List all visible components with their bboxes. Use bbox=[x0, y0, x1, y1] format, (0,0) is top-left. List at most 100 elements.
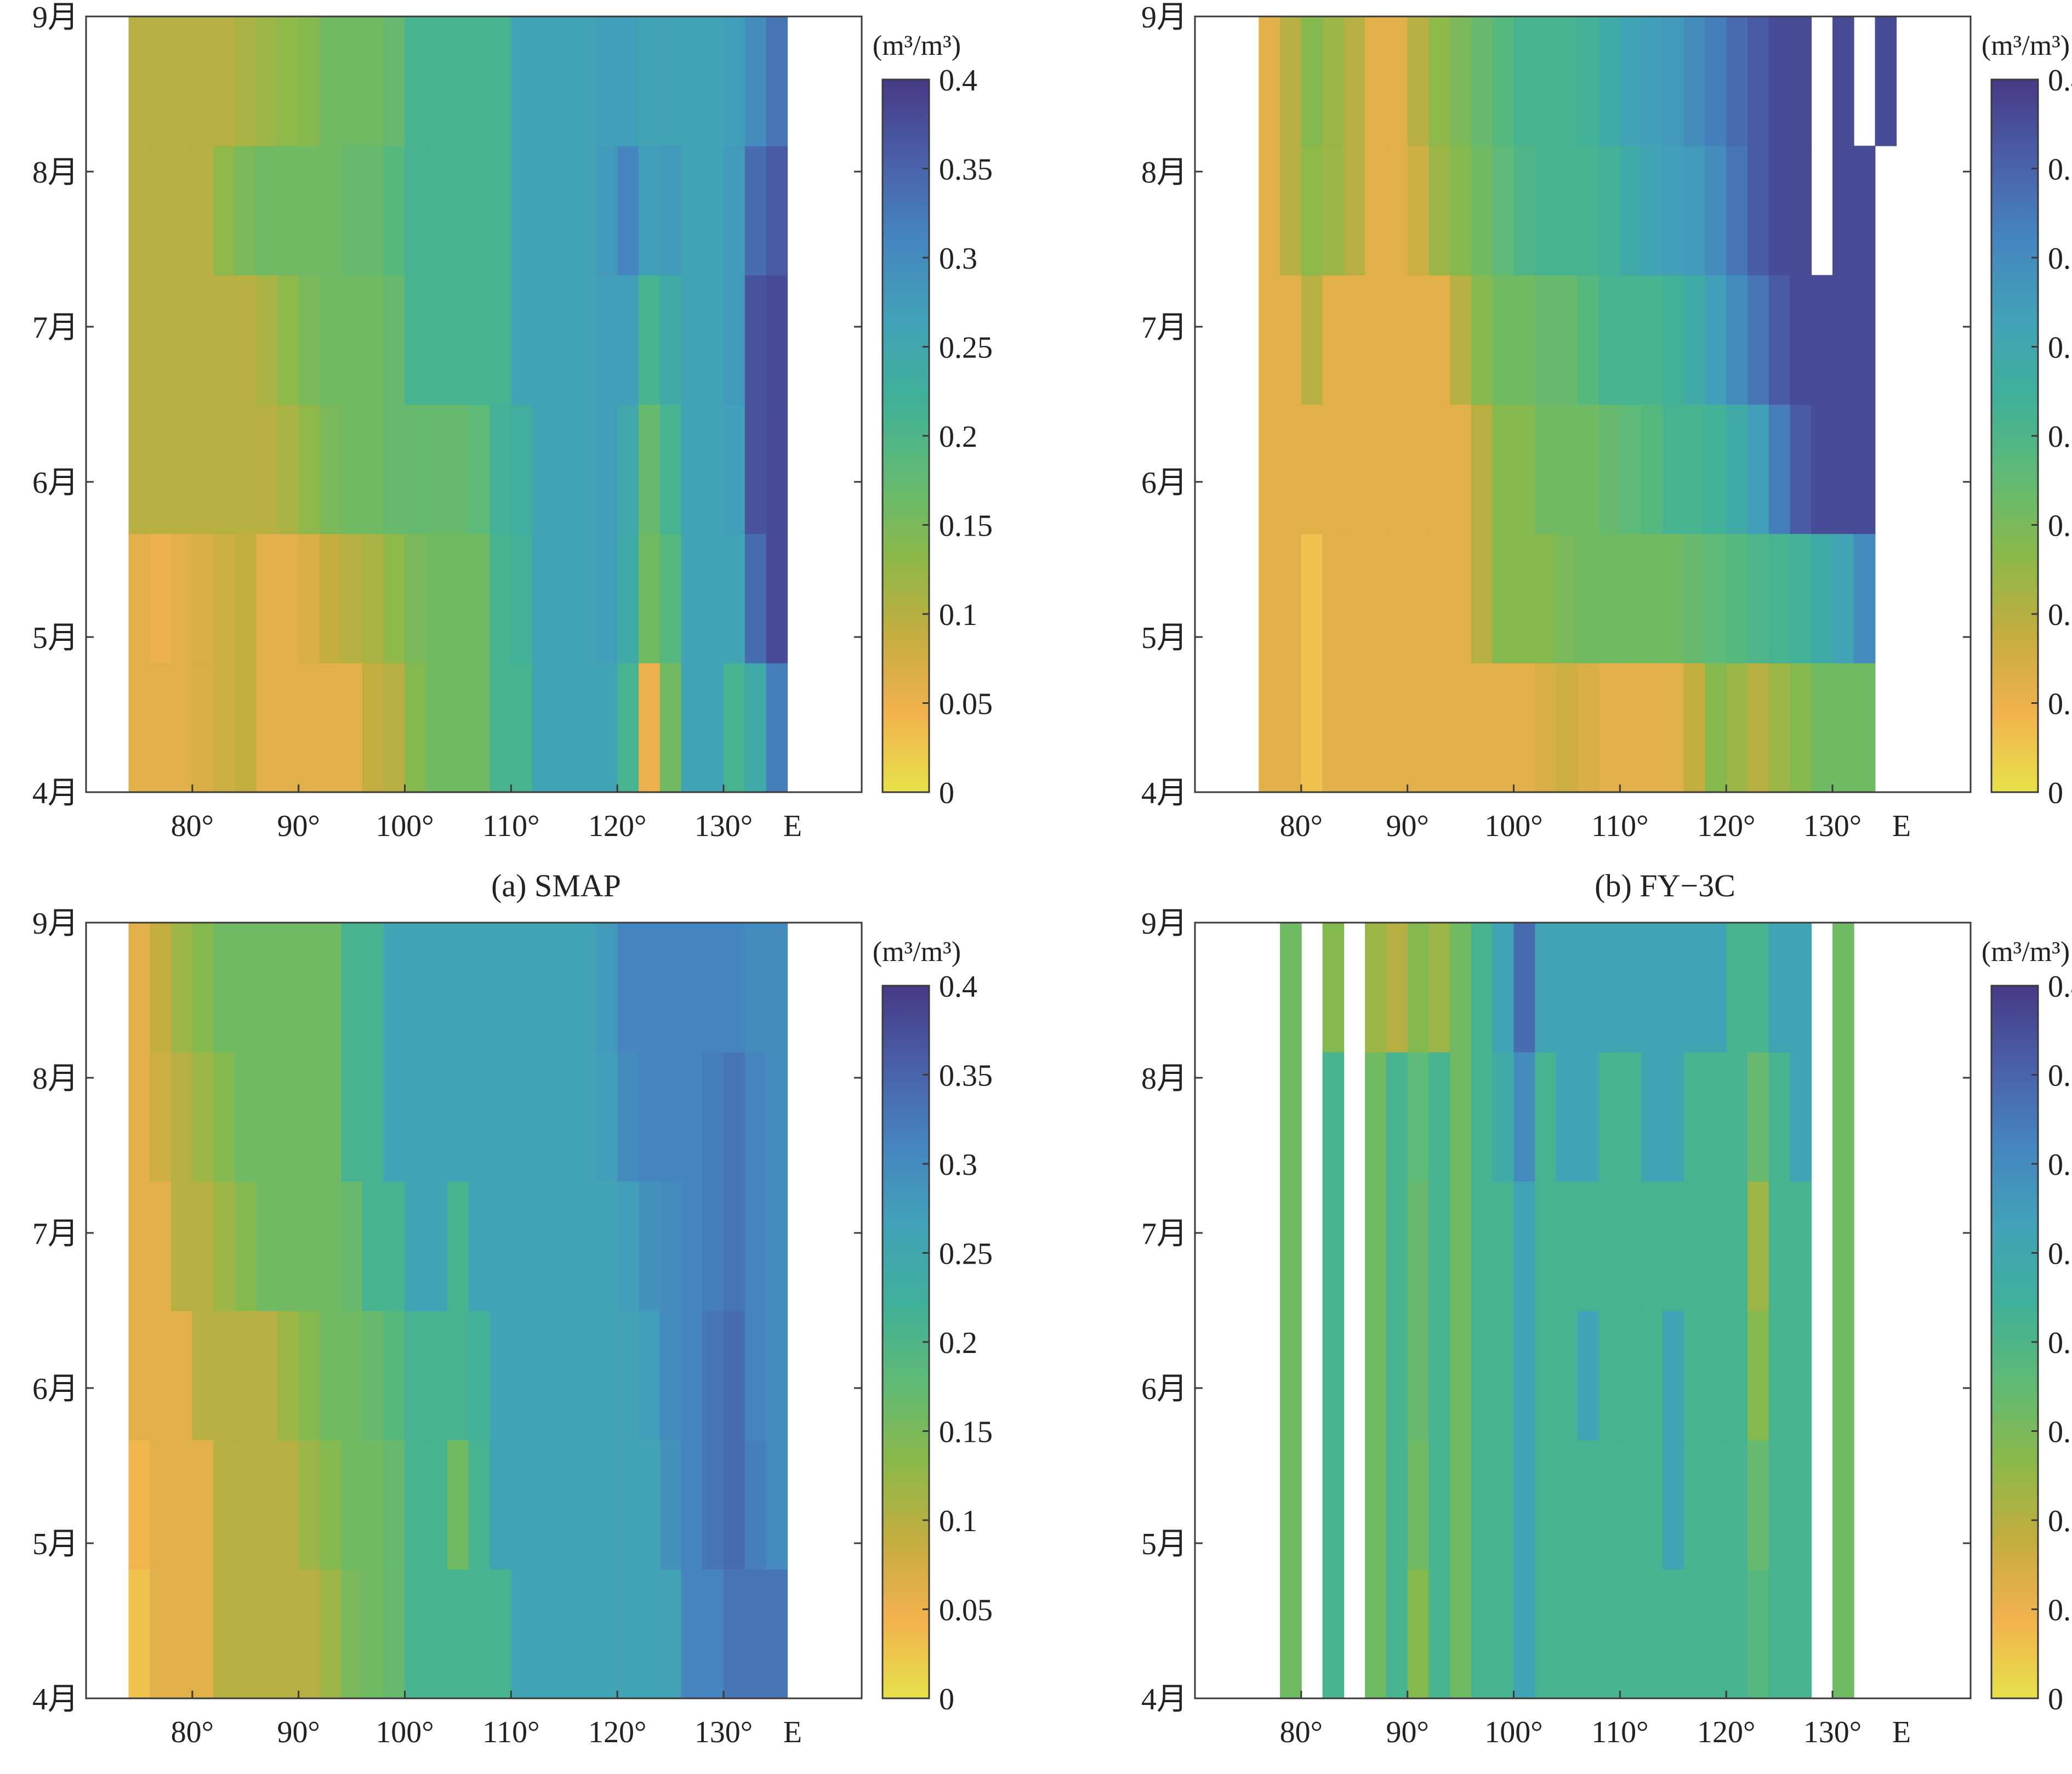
heatmap-cell bbox=[1301, 533, 1323, 663]
heatmap-cell bbox=[1407, 1569, 1430, 1699]
heatmap-cell bbox=[1365, 533, 1387, 663]
y-tick-label: 8月 bbox=[1141, 156, 1187, 190]
heatmap-cell bbox=[150, 923, 172, 1053]
colorbar-tick-label: 0.35 bbox=[2048, 153, 2072, 187]
heatmap-cell bbox=[341, 1310, 363, 1441]
heatmap-cell bbox=[553, 923, 576, 1053]
colorbar: 0 0.05 0.1 0.15 0.2 0.25 0.3 0.35 0.4(m³/m³) bbox=[873, 30, 993, 810]
heatmap-cell bbox=[213, 1310, 236, 1441]
heatmap-cell bbox=[638, 1181, 661, 1311]
heatmap-cell bbox=[574, 1569, 597, 1699]
x-tick-label: 100° bbox=[375, 1715, 434, 1749]
heatmap-cell bbox=[150, 404, 172, 535]
heatmap-cell bbox=[341, 1181, 363, 1311]
heatmap-cell bbox=[1620, 145, 1642, 276]
heatmap-cell bbox=[1450, 1181, 1472, 1311]
heatmap-cell bbox=[617, 1440, 639, 1570]
heatmap-cell bbox=[744, 16, 767, 146]
x-tick-label: 120° bbox=[1697, 1715, 1755, 1749]
heatmap-cell bbox=[1577, 1051, 1599, 1182]
heatmap-cell bbox=[298, 923, 321, 1053]
heatmap-cell bbox=[1386, 923, 1408, 1053]
heatmap-cell bbox=[1662, 923, 1684, 1053]
heatmap-cell bbox=[724, 145, 745, 276]
heatmap-cell bbox=[489, 1440, 512, 1570]
heatmap-cell bbox=[1492, 663, 1515, 793]
colorbar-unit-label: (m³/m³) bbox=[873, 30, 961, 61]
heatmap-cell bbox=[659, 533, 682, 663]
heatmap-cell bbox=[362, 145, 384, 276]
heatmap-cell bbox=[383, 533, 406, 663]
heatmap-cell bbox=[724, 1569, 745, 1699]
heatmap-cell bbox=[702, 275, 724, 405]
heatmap-cell bbox=[1853, 533, 1876, 663]
heatmap-cell bbox=[468, 1051, 491, 1182]
heatmap-cell bbox=[213, 275, 236, 405]
heatmap-cell bbox=[277, 923, 299, 1053]
heatmap-cell bbox=[1492, 533, 1515, 663]
heatmap-cell bbox=[1853, 663, 1876, 793]
heatmap-cell bbox=[1344, 16, 1365, 146]
heatmap-cell bbox=[150, 1310, 172, 1441]
heatmap-cell bbox=[489, 275, 512, 405]
x-tick-label: 100° bbox=[375, 809, 434, 843]
heatmap-cell bbox=[1280, 1440, 1302, 1570]
heatmap-cell bbox=[1471, 275, 1493, 405]
heatmap-cell bbox=[192, 404, 214, 535]
heatmap-cell bbox=[1301, 275, 1323, 405]
heatmap-cell bbox=[1428, 1310, 1450, 1441]
heatmap-cell bbox=[1471, 1569, 1493, 1699]
heatmap-cell bbox=[724, 1181, 745, 1311]
heatmap-cell bbox=[171, 1310, 193, 1441]
heatmap-cell bbox=[298, 1440, 321, 1570]
heatmap-cell bbox=[511, 16, 533, 146]
heatmap-cell bbox=[553, 275, 576, 405]
heatmap-cell bbox=[447, 275, 469, 405]
heatmap-cell bbox=[128, 663, 151, 793]
heatmap-cell bbox=[341, 663, 363, 793]
heatmap-cell bbox=[724, 1051, 745, 1182]
heatmap-cell bbox=[617, 663, 639, 793]
heatmap-cell bbox=[405, 1310, 427, 1441]
heatmap-cell bbox=[192, 16, 214, 146]
heatmap-cell bbox=[511, 1440, 533, 1570]
heatmap-cell bbox=[1556, 275, 1578, 405]
heatmap-cell bbox=[1535, 923, 1557, 1053]
heatmap-cell bbox=[341, 1569, 363, 1699]
heatmap-cell bbox=[1598, 1181, 1621, 1311]
heatmap-cell bbox=[277, 404, 299, 535]
heatmap-cell bbox=[128, 533, 151, 663]
heatmap-cell bbox=[489, 145, 512, 276]
heatmap-cell bbox=[1556, 145, 1578, 276]
x-tick-label: 100° bbox=[1484, 1715, 1542, 1749]
heatmap-cell bbox=[320, 1569, 341, 1699]
heatmap-cell bbox=[511, 145, 533, 276]
heatmap-cell bbox=[1513, 145, 1536, 276]
heatmap-cell bbox=[171, 145, 193, 276]
heatmap-cell bbox=[681, 275, 703, 405]
heatmap-cell bbox=[702, 16, 724, 146]
heatmap-cell bbox=[1577, 275, 1599, 405]
heatmap-cell bbox=[150, 16, 172, 146]
colorbar-tick-label: 0 bbox=[2048, 1682, 2063, 1716]
heatmap-cell bbox=[1577, 1569, 1599, 1699]
y-tick-label: 4月 bbox=[1141, 1682, 1187, 1716]
heatmap-cell bbox=[1768, 533, 1791, 663]
y-tick-label: 5月 bbox=[32, 1527, 78, 1561]
y-tick-label: 4月 bbox=[1141, 776, 1187, 810]
heatmap-cell bbox=[405, 1181, 427, 1311]
heatmap-cell bbox=[1768, 1569, 1791, 1699]
heatmap-cell bbox=[468, 533, 491, 663]
plot-frame bbox=[85, 15, 863, 793]
heatmap-cell bbox=[681, 1569, 703, 1699]
heatmap-cell bbox=[596, 533, 618, 663]
heatmap-cell bbox=[298, 1181, 321, 1311]
colorbar-tick-label: 0.35 bbox=[939, 153, 993, 187]
heatmap-cell bbox=[1322, 404, 1345, 535]
heatmap-cell bbox=[235, 923, 257, 1053]
heatmap-cell bbox=[766, 145, 788, 276]
heatmap-cell bbox=[405, 663, 427, 793]
heatmap-cell bbox=[1705, 404, 1727, 535]
heatmap-cell bbox=[447, 1440, 469, 1570]
